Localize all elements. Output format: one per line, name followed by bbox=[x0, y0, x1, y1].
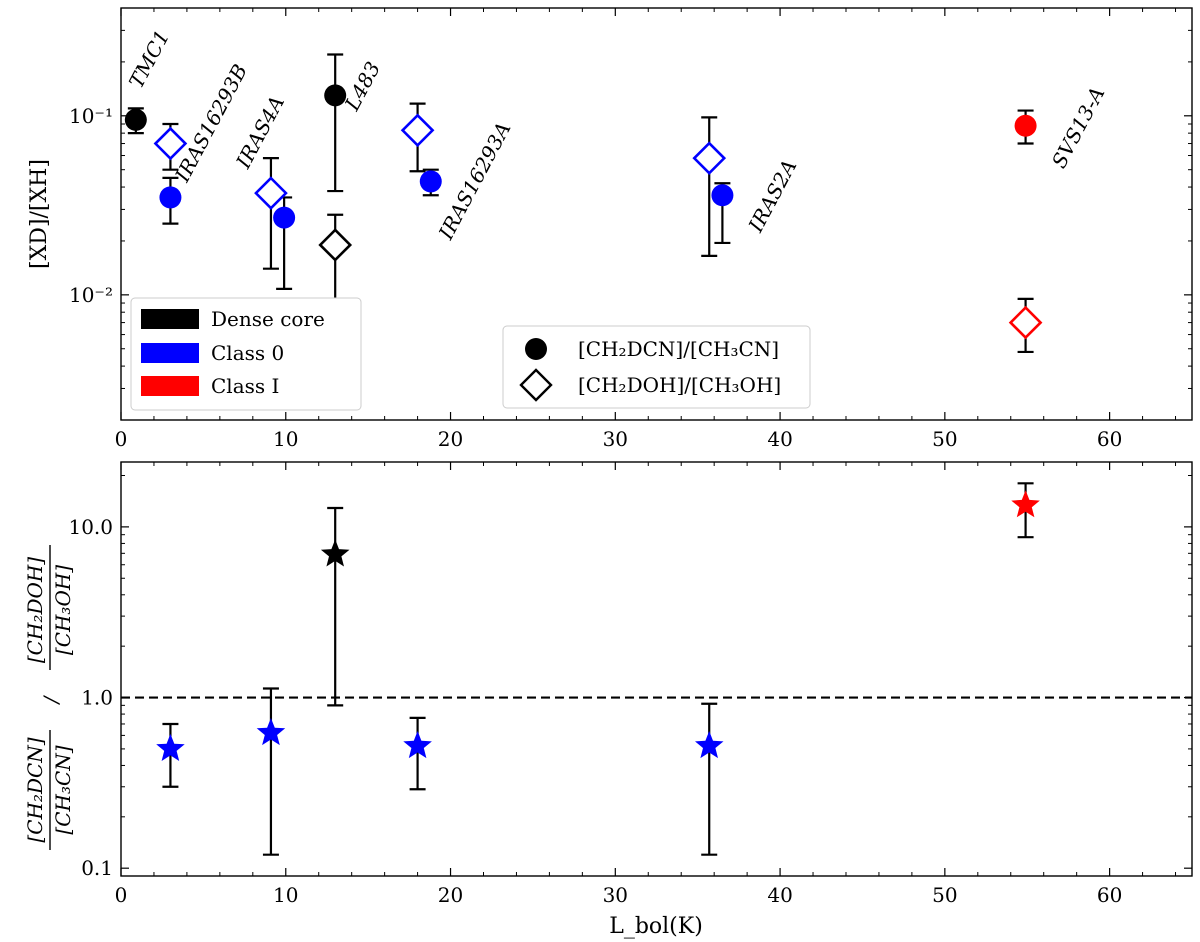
point-circle-ch2dcn bbox=[159, 186, 182, 209]
point-star-ratio bbox=[1011, 490, 1040, 518]
point-circle-ch2dcn bbox=[273, 206, 296, 229]
bottom-x-tick-label: 0 bbox=[115, 883, 128, 907]
source-label-iras2a: IRAS2A bbox=[743, 155, 801, 236]
point-circle-ch2dcn bbox=[124, 108, 147, 131]
top-markers bbox=[124, 84, 1043, 340]
bottom-axes: 0 10 20 30 40 50 60 0.1 1.0 10.0 bbox=[68, 462, 1192, 907]
ylabel-den-2: [CH₃OH] bbox=[51, 565, 75, 655]
legend-label-dense-core: Dense core bbox=[211, 307, 325, 331]
legend-swatch-class-0 bbox=[141, 343, 199, 363]
bottom-x-tick-label: 60 bbox=[1097, 883, 1122, 907]
top-y-tick-label: 10⁻² bbox=[69, 283, 113, 307]
top-axes: 0 10 20 30 40 50 60 10⁻² 10⁻¹ bbox=[69, 8, 1192, 451]
top-x-tick-label: 50 bbox=[932, 427, 957, 451]
point-diamond-ch2doh bbox=[400, 113, 435, 148]
source-label-tmc1: TMC1 bbox=[124, 26, 174, 92]
ylabel-num-2: [CH₂DOH] bbox=[23, 557, 47, 663]
bottom-markers bbox=[156, 490, 1040, 761]
top-x-tick-label: 0 bbox=[115, 427, 128, 451]
top-plot-frame bbox=[120, 7, 1193, 421]
bottom-y-tick-label: 1.0 bbox=[81, 686, 113, 710]
legend-marker-circle-icon bbox=[525, 338, 547, 360]
point-circle-ch2dcn bbox=[324, 84, 347, 107]
top-x-tick-label: 40 bbox=[767, 427, 792, 451]
legend-swatch-class-i bbox=[141, 376, 199, 396]
bottom-x-tick-label: 10 bbox=[273, 883, 298, 907]
point-star-ratio bbox=[403, 731, 432, 759]
point-circle-ch2dcn bbox=[419, 170, 442, 193]
point-diamond-ch2doh bbox=[1008, 305, 1043, 340]
point-star-ratio bbox=[256, 718, 286, 746]
top-y-axis-label: [XD]/[XH] bbox=[27, 159, 52, 269]
bottom-x-tick-label: 30 bbox=[603, 883, 628, 907]
legend-label-ch2dcn: [CH₂DCN]/[CH₃CN] bbox=[578, 337, 779, 361]
bottom-x-tick-label: 50 bbox=[932, 883, 957, 907]
bottom-y-axis-label: [CH₂DCN] [CH₃CN] / [CH₂DOH] [CH₃OH] bbox=[23, 545, 75, 850]
marker-legend-box bbox=[502, 325, 811, 409]
point-circle-ch2dcn bbox=[1014, 114, 1037, 137]
source-label-l483: L483 bbox=[339, 58, 385, 116]
marker-legend: [CH₂DCN]/[CH₃CN] [CH₂DOH]/[CH₃OH] bbox=[502, 325, 811, 409]
point-star-ratio bbox=[695, 731, 724, 759]
top-x-tick-label: 20 bbox=[438, 427, 463, 451]
bottom-x-tick-label: 20 bbox=[438, 883, 463, 907]
point-diamond-ch2doh bbox=[318, 228, 353, 262]
source-label-iras16293a: IRAS16293A bbox=[433, 118, 515, 244]
legend-label-class-i: Class I bbox=[211, 374, 279, 398]
top-x-tick-label: 30 bbox=[603, 427, 628, 451]
source-label-iras4a: IRAS4A bbox=[231, 92, 289, 173]
legend-label-ch2doh: [CH₂DOH]/[CH₃OH] bbox=[578, 373, 781, 397]
bottom-x-tick-label: 40 bbox=[767, 883, 792, 907]
bottom-y-tick-label: 10.0 bbox=[68, 515, 113, 539]
top-y-tick-label: 10⁻¹ bbox=[69, 104, 113, 128]
category-legend: Dense core Class 0 Class I bbox=[130, 297, 362, 411]
point-diamond-ch2doh bbox=[254, 176, 288, 210]
ylabel-num-1: [CH₂DCN] bbox=[23, 737, 47, 842]
ylabel-den-1: [CH₃CN] bbox=[51, 745, 75, 834]
source-label-svs13-a: SVS13-A bbox=[1047, 83, 1110, 172]
top-x-tick-label: 10 bbox=[273, 427, 298, 451]
source-label-iras16293b: IRAS16293B bbox=[170, 60, 252, 186]
top-x-tick-label: 60 bbox=[1097, 427, 1122, 451]
bottom-x-axis-label: L_bol(K) bbox=[609, 914, 703, 939]
point-diamond-ch2doh bbox=[153, 126, 188, 161]
bottom-error-bars bbox=[162, 482, 1034, 856]
ylabel-divide: / bbox=[39, 694, 63, 705]
legend-label-class-0: Class 0 bbox=[211, 341, 284, 365]
bottom-panel: 0 10 20 30 40 50 60 0.1 1.0 10.0 L_bol(K) [CH₂DCN… bbox=[23, 461, 1193, 939]
bottom-y-tick-label: 0.1 bbox=[81, 856, 113, 880]
point-star-ratio bbox=[156, 733, 185, 761]
legend-swatch-dense-core bbox=[141, 309, 199, 329]
point-star-ratio bbox=[320, 539, 350, 567]
point-circle-ch2dcn bbox=[711, 184, 734, 207]
legend-marker-diamond-icon bbox=[519, 368, 553, 402]
point-diamond-ch2doh bbox=[692, 141, 727, 175]
bottom-plot-frame bbox=[120, 461, 1193, 877]
